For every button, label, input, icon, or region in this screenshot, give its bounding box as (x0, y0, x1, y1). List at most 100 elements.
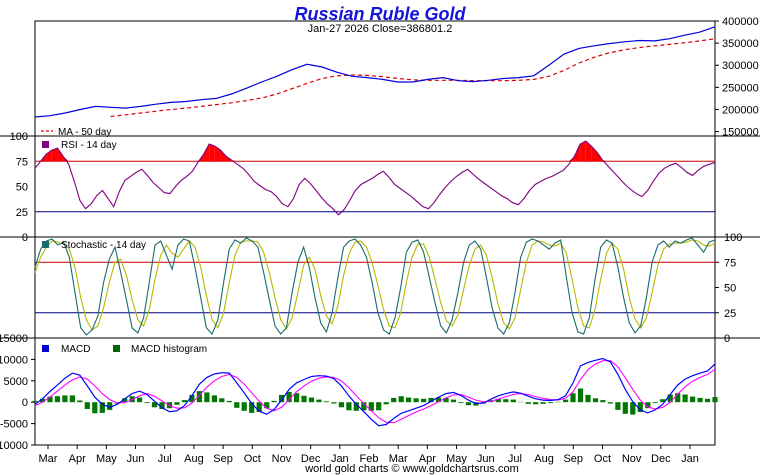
x-tick-label: Feb (360, 453, 379, 465)
ma-legend-label: MA - 50 day (58, 127, 111, 138)
stoch-tick-label: 0 (724, 333, 730, 345)
macd-histogram-bar (47, 396, 53, 403)
macd-histogram-bar (32, 400, 38, 403)
macd-histogram-bar (189, 394, 195, 403)
macd-histogram-bar (570, 393, 576, 403)
macd-histogram-bar (503, 399, 509, 403)
macd-histogram-bar (525, 402, 531, 404)
macd-line (34, 357, 716, 427)
rsi-overbought-fill (214, 146, 221, 162)
macd-histogram-bar (181, 400, 188, 403)
rsi-overbought-fill (568, 156, 575, 162)
macd-tick-label: -10000 (0, 440, 28, 452)
macd-histogram-bar (264, 402, 270, 409)
macd-histogram-bar (219, 398, 225, 403)
macd-legend-label: MACD (61, 344, 90, 355)
macd-histogram-bar (122, 398, 128, 403)
x-tick-label: Jun (127, 453, 145, 465)
x-tick-label: Sep (563, 453, 583, 465)
x-tick-label: Apr (419, 453, 436, 465)
macd-histogram-bar (174, 402, 180, 405)
macd-tick-label: -5000 (0, 419, 28, 431)
macd-histogram-bar (249, 402, 255, 413)
macd-histogram-bar (443, 397, 449, 403)
x-tick-label: Mar (39, 453, 58, 465)
macd-histogram-bar (675, 393, 681, 403)
stoch-tick-label: 25 (724, 308, 736, 320)
macd-histogram-bar (540, 402, 546, 404)
macd-histogram-bar (391, 397, 397, 403)
x-tick-label: May (446, 453, 467, 465)
macd-histogram-bar (704, 398, 711, 403)
macd-histogram-bar (548, 402, 554, 404)
macd-histogram-bar (338, 402, 344, 408)
macd-histogram-legend-box (113, 345, 120, 352)
macd-histogram-bar (99, 402, 105, 413)
x-tick-label: Dec (651, 453, 671, 465)
macd-histogram-bar (600, 400, 606, 403)
macd-tick-label: 10000 (0, 354, 28, 366)
x-tick-label: Nov (622, 453, 642, 465)
price-tick-label: 300000 (722, 60, 759, 72)
chart-title: Russian Ruble Gold (294, 4, 466, 24)
macd-tick-label: 5000 (4, 376, 28, 388)
macd-histogram-bar (413, 398, 419, 403)
rsi-tick-label: 25 (16, 207, 28, 219)
macd-histogram-bar (533, 402, 539, 405)
macd-histogram-bar (660, 399, 666, 403)
rsi-overbought-fill (51, 148, 58, 162)
macd-histogram-bar (331, 402, 337, 404)
macd-histogram-bar (316, 399, 322, 403)
macd-histogram-bar (421, 398, 427, 403)
chart-frame (34, 20, 716, 446)
macd-histogram-bar (577, 388, 584, 403)
rsi-overbought-fill (209, 144, 215, 162)
rsi-overbought-fill (63, 156, 69, 162)
macd-histogram-bar (450, 399, 457, 403)
macd-histogram-bar (286, 391, 292, 403)
macd-histogram-bar (645, 402, 651, 409)
macd-histogram-legend-label: MACD histogram (131, 344, 207, 355)
price-tick-label: 350000 (722, 38, 759, 50)
x-tick-label: Nov (272, 453, 292, 465)
macd-histogram-bar (690, 396, 696, 403)
macd-histogram-bar (607, 402, 613, 404)
macd-histogram-bar (152, 402, 158, 408)
stoch-legend-label: Stochastic - 14 day (61, 240, 146, 251)
macd-histogram-bar (196, 391, 202, 403)
ma-50-day-line (110, 38, 716, 118)
rsi-legend-label: RSI - 14 day (61, 140, 117, 151)
macd-histogram-bar (361, 402, 367, 411)
rsi-overbought-fill (57, 148, 64, 162)
macd-histogram-bar (697, 397, 703, 403)
macd-histogram-bar (495, 398, 501, 403)
macd-histogram-bar (256, 402, 262, 412)
macd-histogram-bar (144, 402, 150, 404)
macd-histogram-bar (398, 396, 404, 403)
macd-histogram-bar (592, 398, 599, 403)
rsi-line (34, 140, 716, 216)
stoch-legend: Stochastic - 14 day (42, 240, 146, 251)
macd-histogram-bar (615, 402, 621, 410)
macd-legend-box (42, 345, 49, 352)
ma-legend: MA - 50 day (41, 127, 111, 138)
macd-histogram-bar (211, 395, 217, 403)
macd-histogram-bar (368, 402, 374, 411)
macd-histogram-bar (294, 393, 300, 403)
x-tick-label: Jul (508, 453, 522, 465)
x-tick-label: Jan (331, 453, 349, 465)
macd-histogram-bar (301, 395, 307, 403)
x-tick-label: Jan (681, 453, 699, 465)
stoch-tick-label: 100 (724, 232, 742, 244)
macd-histogram-bar (652, 402, 658, 404)
macd-histogram-bar (137, 397, 143, 403)
x-tick-label: Apr (69, 453, 86, 465)
macd-histogram-bar (308, 397, 315, 403)
x-tick-label: Oct (244, 453, 261, 465)
macd-histogram-bar (630, 402, 636, 415)
rsi-overbought-fill (580, 141, 586, 162)
macd-histogram-bar (346, 402, 352, 411)
rsi-overbought-fill (591, 146, 597, 162)
macd-histogram-bar (84, 402, 90, 409)
